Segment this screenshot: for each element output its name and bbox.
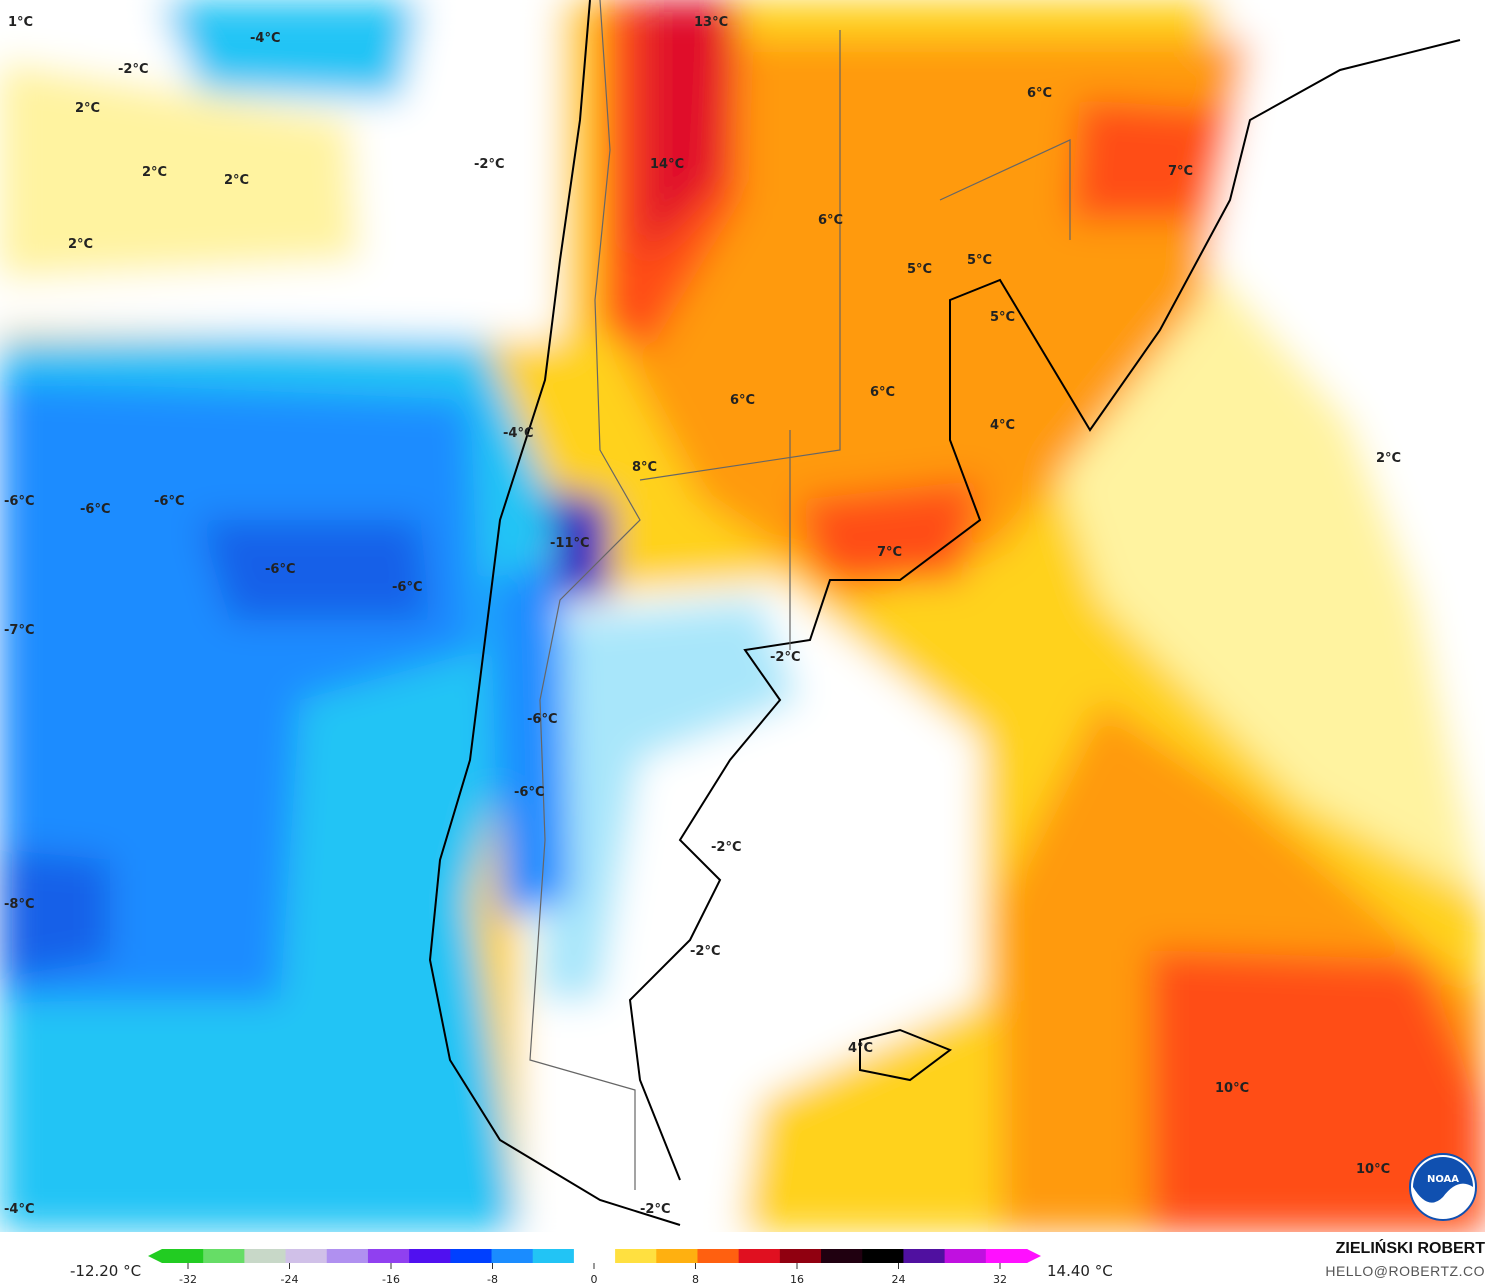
colorbar-high-arrow — [1027, 1249, 1041, 1263]
contour-labels: 1°C -4°C -2°C 2°C 2°C 2°C 2°C -2°C 13°C 14°C 6°C 7°… — [4, 15, 1401, 1217]
colorbar-tick-label: -16 — [382, 1273, 400, 1286]
temperature-field — [0, 0, 1485, 1232]
contour-label: 6°C — [1027, 86, 1052, 101]
colorbar-segment — [450, 1249, 493, 1263]
colorbar-segment — [944, 1249, 987, 1263]
colorbar-segment — [573, 1249, 616, 1263]
colorbar-segment — [656, 1249, 698, 1263]
colorbar-segment — [367, 1249, 410, 1263]
contour-label: -6°C — [514, 785, 544, 800]
contour-label: -7°C — [4, 623, 34, 638]
coastline — [428, 0, 1461, 1226]
contour-label: 6°C — [870, 385, 895, 400]
colorbar-segment — [903, 1249, 946, 1263]
colorbar-segment — [532, 1249, 575, 1263]
color-scale-bar: -32 -24 -16 -8 0 8 16 24 32 — [148, 1249, 1041, 1286]
contour-label: 6°C — [818, 213, 843, 228]
contour-label: 2°C — [68, 237, 93, 252]
contour-label: 7°C — [877, 545, 902, 560]
colorbar-segment — [862, 1249, 904, 1263]
colorbar-segment — [985, 1249, 1028, 1263]
contour-label: 5°C — [967, 253, 992, 268]
colorbar-low-arrow — [148, 1249, 162, 1263]
colorbar-segment — [821, 1249, 863, 1263]
contour-label: 10°C — [1215, 1081, 1249, 1096]
contour-label: -4°C — [503, 426, 533, 441]
contour-label: 8°C — [632, 460, 657, 475]
contour-label: 2°C — [1376, 451, 1401, 466]
contour-label: -6°C — [80, 502, 110, 517]
contour-label: 4°C — [990, 418, 1015, 433]
colorbar-segment — [409, 1249, 451, 1263]
colorbar-tick-label: 0 — [591, 1273, 598, 1286]
colorbar-tick-label: -32 — [179, 1273, 197, 1286]
colorbar-segment — [491, 1249, 534, 1263]
colorbar-segment — [697, 1249, 740, 1263]
colorbar-tick-label: 24 — [892, 1273, 906, 1286]
contour-label: 7°C — [1168, 164, 1193, 179]
colorbar-segment — [285, 1249, 328, 1263]
contour-label: 4°C — [848, 1041, 873, 1056]
colorbar-segment — [326, 1249, 369, 1263]
contour-label: -6°C — [4, 494, 34, 509]
contour-label: 1°C — [8, 15, 33, 30]
temperature-map: 1°C -4°C -2°C 2°C 2°C 2°C 2°C -2°C 13°C 14°C 6°C 7°… — [0, 0, 1485, 1232]
contour-label: -2°C — [690, 944, 720, 959]
colorbar-segment — [779, 1249, 822, 1263]
contour-label: -8°C — [4, 897, 34, 912]
contour-label: 2°C — [142, 165, 167, 180]
colorbar-segment — [244, 1249, 287, 1263]
colorbar-tick-label: 16 — [790, 1273, 804, 1286]
colorbar-segment — [162, 1249, 204, 1263]
contour-label: -2°C — [711, 840, 741, 855]
colorbar-segment — [738, 1249, 781, 1263]
legend-min-value: -12.20 °C — [70, 1262, 142, 1280]
author-email: HELLO@ROBERTZ.CO — [1325, 1263, 1485, 1279]
contour-label: -2°C — [640, 1202, 670, 1217]
legend-max-value: 14.40 °C — [1047, 1262, 1113, 1280]
contour-label: -11°C — [550, 536, 590, 551]
colorbar-segment — [615, 1249, 657, 1263]
svg-text:NOAA: NOAA — [1427, 1174, 1459, 1185]
borders — [529, 0, 1071, 1190]
contour-label: -2°C — [770, 650, 800, 665]
author-credit: ZIELIŃSKI ROBERT — [1335, 1240, 1485, 1257]
contour-label: -6°C — [154, 494, 184, 509]
contour-label: -4°C — [250, 31, 280, 46]
colorbar-tick-label: 8 — [692, 1273, 699, 1286]
contour-label: 13°C — [694, 15, 728, 30]
contour-label: -2°C — [118, 62, 148, 77]
colorbar-tick-label: -24 — [281, 1273, 299, 1286]
contour-label: -2°C — [474, 157, 504, 172]
contour-label: 6°C — [730, 393, 755, 408]
colorbar-tick-label: 32 — [993, 1273, 1007, 1286]
contour-label: 2°C — [224, 173, 249, 188]
contour-label: 5°C — [907, 262, 932, 277]
contour-label: 10°C — [1356, 1162, 1390, 1177]
contour-label: -4°C — [4, 1202, 34, 1217]
colorbar-tick-label: -8 — [487, 1273, 498, 1286]
contour-label: -6°C — [527, 712, 557, 727]
noaa-logo: NOAA — [1409, 1153, 1477, 1221]
contour-label: 2°C — [75, 101, 100, 116]
legend-footer: -12.20 °C -32 -24 -16 -8 0 8 16 24 32 14.40 °C Z… — [0, 1232, 1485, 1287]
contour-label: 14°C — [650, 157, 684, 172]
colorbar-segment — [203, 1249, 245, 1263]
contour-label: -6°C — [265, 562, 295, 577]
contour-label: -6°C — [392, 580, 422, 595]
contour-label: 5°C — [990, 310, 1015, 325]
